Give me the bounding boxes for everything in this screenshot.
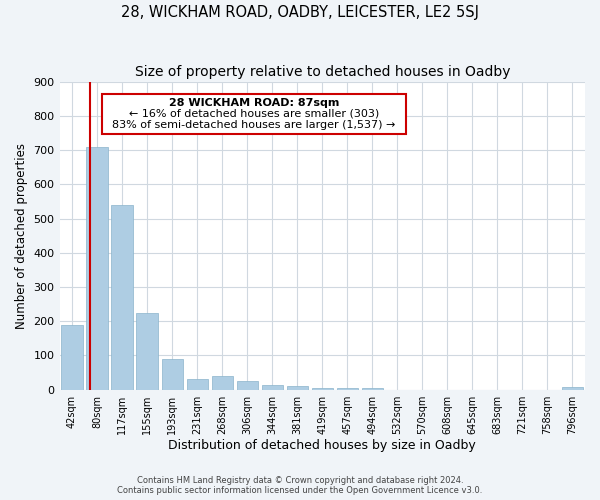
Bar [212,376,233,390]
X-axis label: Distribution of detached houses by size in Oadby: Distribution of detached houses by size … [169,440,476,452]
Title: Size of property relative to detached houses in Oadby: Size of property relative to detached ho… [134,65,510,79]
Bar [337,388,358,390]
Y-axis label: Number of detached properties: Number of detached properties [15,142,28,328]
Bar [311,388,333,390]
Bar [287,386,308,390]
Bar [161,359,183,390]
Bar [86,146,108,390]
Text: 83% of semi-detached houses are larger (1,537) →: 83% of semi-detached houses are larger (… [112,120,395,130]
Bar [136,312,158,390]
Text: 28 WICKHAM ROAD: 87sqm: 28 WICKHAM ROAD: 87sqm [169,98,339,108]
Text: Contains HM Land Registry data © Crown copyright and database right 2024.
Contai: Contains HM Land Registry data © Crown c… [118,476,482,495]
FancyBboxPatch shape [101,94,406,134]
Bar [187,379,208,390]
Text: 28, WICKHAM ROAD, OADBY, LEICESTER, LE2 5SJ: 28, WICKHAM ROAD, OADBY, LEICESTER, LE2 … [121,5,479,20]
Bar [262,386,283,390]
Bar [61,324,83,390]
Bar [112,205,133,390]
Bar [562,387,583,390]
Text: ← 16% of detached houses are smaller (303): ← 16% of detached houses are smaller (30… [129,109,379,119]
Bar [362,388,383,390]
Bar [236,381,258,390]
